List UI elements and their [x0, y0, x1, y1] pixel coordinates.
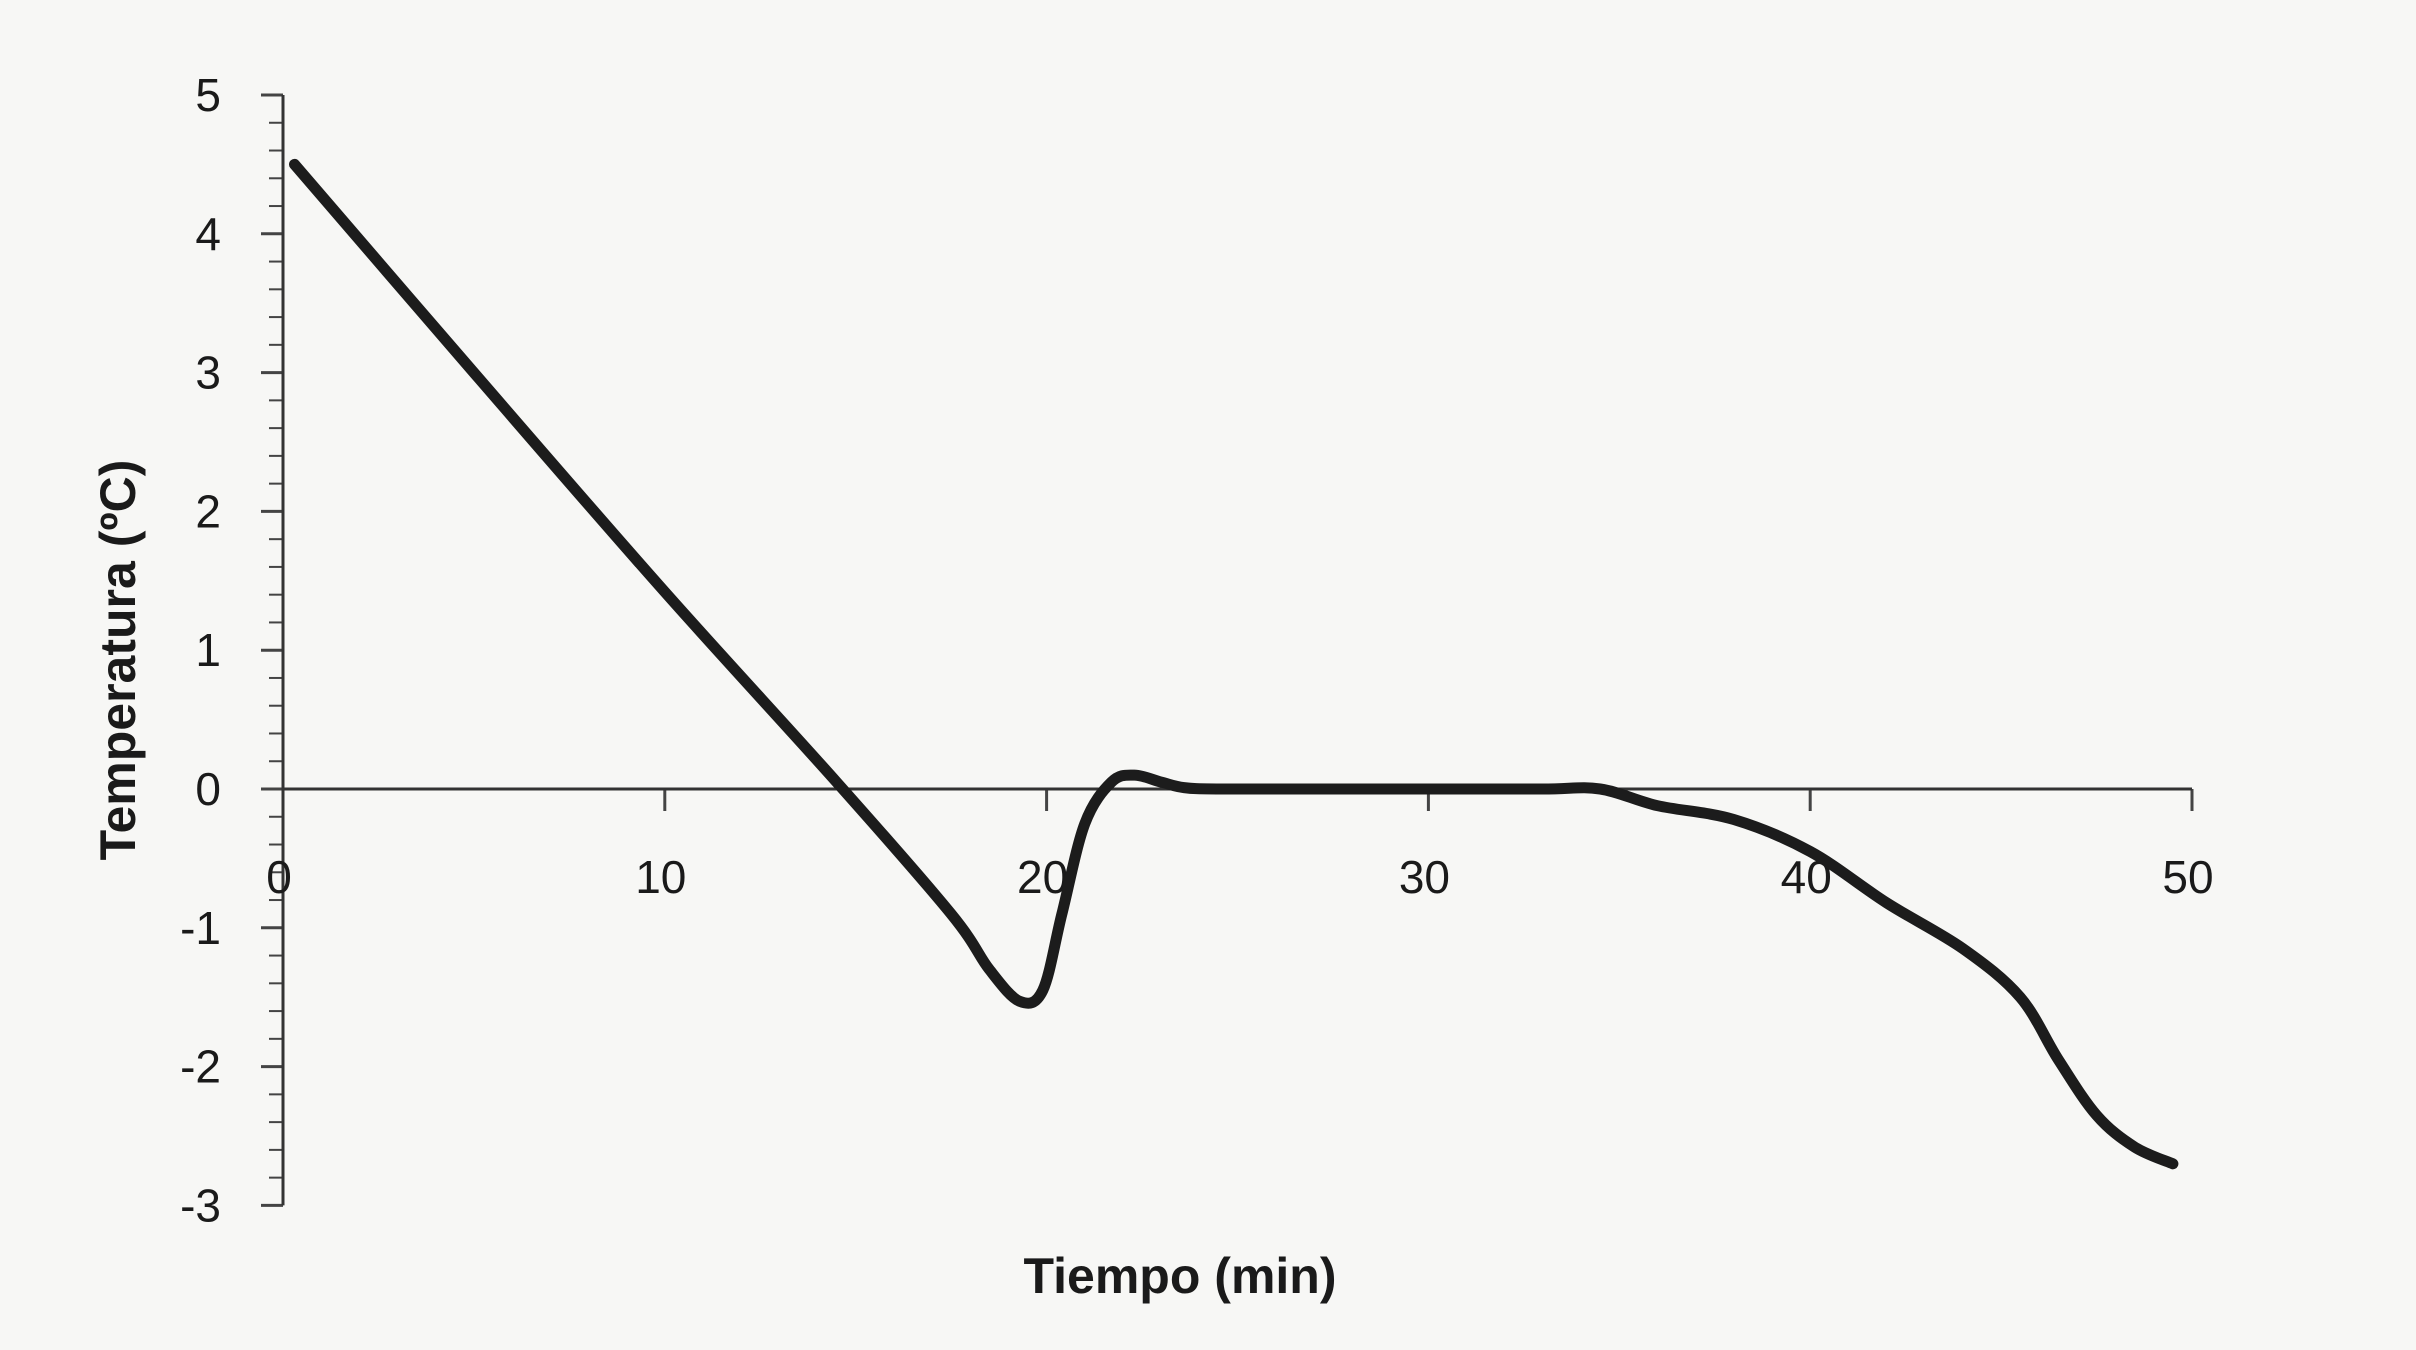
x-tick-label: 0 — [266, 851, 292, 903]
y-axis-ticks — [261, 93, 283, 1207]
x-tick-label: 20 — [1017, 851, 1068, 903]
y-tick-label: 3 — [195, 347, 221, 399]
temperature-series-line — [289, 158, 2179, 1170]
y-tick-label: 1 — [195, 624, 221, 676]
y-tick-label: 4 — [195, 208, 221, 260]
y-tick-label: 2 — [195, 485, 221, 537]
y-tick-label: -1 — [180, 902, 221, 954]
y-tick-label: -3 — [180, 1179, 221, 1231]
x-tick-label: 50 — [2162, 851, 2213, 903]
x-tick-label: 30 — [1399, 851, 1450, 903]
y-axis-tick-labels: 5 4 3 2 1 0 -1 -2 -3 — [180, 69, 221, 1231]
y-tick-label: 5 — [195, 69, 221, 121]
x-axis-tick-labels: 0 10 20 30 40 50 — [266, 851, 2213, 903]
y-tick-label: 0 — [195, 763, 221, 815]
x-axis-title: Tiempo (min) — [1024, 1248, 1337, 1304]
x-tick-label: 10 — [635, 851, 686, 903]
y-tick-label: -2 — [180, 1041, 221, 1093]
y-axis-title: Temperatura (ºC) — [90, 460, 146, 861]
